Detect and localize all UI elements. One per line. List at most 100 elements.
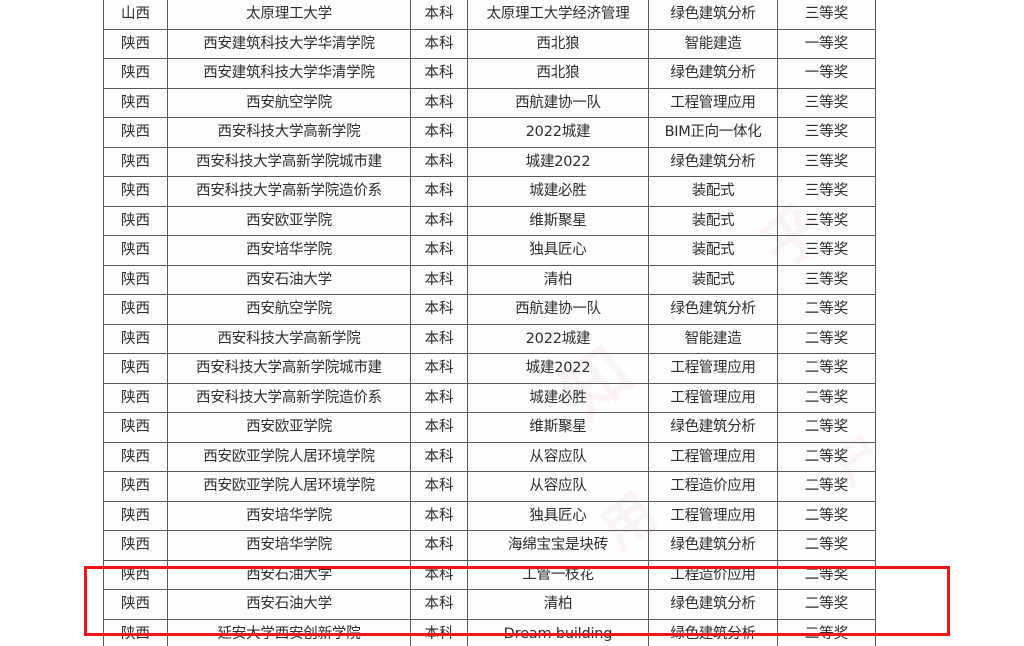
- table-row: 陕西 西安科技大学高新学院城市建 本科 城建2022 绿色建筑分析 三等奖: [103, 146, 876, 177]
- table-cell-team: 从容应队: [467, 441, 649, 472]
- table-cell-award: 二等奖: [777, 323, 876, 354]
- table-cell-award: 一等奖: [777, 58, 876, 89]
- table-row: 山西 太原理工大学 本科 太原理工大学经济管理 绿色建筑分析 三等奖: [103, 0, 876, 30]
- table-cell-track: 绿色建筑分析: [648, 0, 778, 30]
- table-cell-team: 城建必胜: [467, 382, 649, 413]
- table-cell-level: 本科: [410, 58, 468, 89]
- table-cell-school: 西安科技大学高新学院城市建: [167, 146, 411, 177]
- table-cell-team: 清柏: [467, 589, 649, 620]
- table-cell-track: 工程管理应用: [648, 441, 778, 472]
- table-cell-team: 工管一枝花: [467, 559, 649, 590]
- table-cell-track: 装配式: [648, 264, 778, 295]
- table-cell-award: 二等奖: [777, 294, 876, 325]
- table-row: 陕西 西安航空学院 本科 西航建协一队 工程管理应用 三等奖: [103, 87, 876, 118]
- table-cell-school: 西安科技大学高新学院城市建: [167, 353, 411, 384]
- table-cell-team: 西北狼: [467, 28, 649, 59]
- table-cell-award: 三等奖: [777, 0, 876, 30]
- table-row: 陕西 西安石油大学 本科 清柏 绿色建筑分析 二等奖: [103, 589, 876, 620]
- table-cell-track: BIM正向一体化: [648, 117, 778, 148]
- table-cell-region: 陕西: [103, 323, 168, 354]
- table-cell-school: 延安大学西安创新学院: [167, 618, 411, 646]
- table-cell-team: 清柏: [467, 264, 649, 295]
- table-cell-region: 山西: [103, 0, 168, 30]
- table-cell-region: 陕西: [103, 559, 168, 590]
- table-cell-track: 绿色建筑分析: [648, 146, 778, 177]
- table-cell-level: 本科: [410, 264, 468, 295]
- table-cell-region: 陕西: [103, 264, 168, 295]
- table-cell-region: 陕西: [103, 618, 168, 646]
- table-row: 陕西 西安科技大学高新学院造价系 本科 城建必胜 装配式 三等奖: [103, 176, 876, 207]
- award-table-container: 山西 太原理工大学 本科 太原理工大学经济管理 绿色建筑分析 三等奖 陕西 西安建筑科技大学华…: [103, 0, 876, 646]
- table-cell-team: 2022城建: [467, 323, 649, 354]
- table-cell-award: 三等奖: [777, 87, 876, 118]
- table-cell-region: 陕西: [103, 589, 168, 620]
- table-cell-level: 本科: [410, 28, 468, 59]
- table-row: 陕西 西安科技大学高新学院城市建 本科 城建2022 工程管理应用 二等奖: [103, 353, 876, 384]
- table-cell-school: 西安欧亚学院人居环境学院: [167, 441, 411, 472]
- table-row: 陕西 延安大学西安创新学院 本科 Dream building 绿色建筑分析 二等奖: [103, 618, 876, 646]
- table-cell-school: 西安科技大学高新学院造价系: [167, 382, 411, 413]
- table-cell-school: 西安培华学院: [167, 530, 411, 561]
- table-cell-award: 二等奖: [777, 618, 876, 646]
- table-cell-award: 三等奖: [777, 146, 876, 177]
- table-cell-region: 陕西: [103, 500, 168, 531]
- table-cell-team: 城建必胜: [467, 176, 649, 207]
- table-cell-team: 海绵宝宝是块砖: [467, 530, 649, 561]
- table-row: 陕西 西安科技大学高新学院 本科 2022城建 智能建造 二等奖: [103, 323, 876, 354]
- table-cell-track: 智能建造: [648, 323, 778, 354]
- table-cell-award: 三等奖: [777, 176, 876, 207]
- table-cell-award: 一等奖: [777, 28, 876, 59]
- table-cell-school: 西安石油大学: [167, 264, 411, 295]
- table-cell-track: 工程管理应用: [648, 382, 778, 413]
- table-cell-track: 绿色建筑分析: [648, 412, 778, 443]
- table-row: 陕西 西安科技大学高新学院 本科 2022城建 BIM正向一体化 三等奖: [103, 117, 876, 148]
- table-cell-region: 陕西: [103, 58, 168, 89]
- table-row: 陕西 西安欧亚学院 本科 维斯聚星 装配式 三等奖: [103, 205, 876, 236]
- table-row: 陕西 西安石油大学 本科 工管一枝花 工程造价应用 二等奖: [103, 559, 876, 590]
- table-cell-award: 二等奖: [777, 559, 876, 590]
- table-cell-school: 西安航空学院: [167, 87, 411, 118]
- table-cell-award: 二等奖: [777, 500, 876, 531]
- table-cell-level: 本科: [410, 294, 468, 325]
- table-cell-region: 陕西: [103, 235, 168, 266]
- table-cell-school: 西安欧亚学院人居环境学院: [167, 471, 411, 502]
- table-row: 陕西 西安科技大学高新学院造价系 本科 城建必胜 工程管理应用 二等奖: [103, 382, 876, 413]
- table-cell-award: 三等奖: [777, 205, 876, 236]
- table-cell-region: 陕西: [103, 530, 168, 561]
- table-row: 陕西 西安建筑科技大学华清学院 本科 西北狼 绿色建筑分析 一等奖: [103, 58, 876, 89]
- table-cell-region: 陕西: [103, 28, 168, 59]
- table-cell-award: 三等奖: [777, 117, 876, 148]
- table-cell-team: 西航建协一队: [467, 87, 649, 118]
- table-cell-level: 本科: [410, 618, 468, 646]
- table-cell-team: Dream building: [467, 618, 649, 646]
- table-cell-award: 二等奖: [777, 441, 876, 472]
- table-cell-region: 陕西: [103, 294, 168, 325]
- table-row: 陕西 西安培华学院 本科 海绵宝宝是块砖 绿色建筑分析 二等奖: [103, 530, 876, 561]
- table-cell-track: 绿色建筑分析: [648, 589, 778, 620]
- table-cell-level: 本科: [410, 176, 468, 207]
- table-cell-team: 独具匠心: [467, 235, 649, 266]
- table-cell-level: 本科: [410, 353, 468, 384]
- table-cell-level: 本科: [410, 235, 468, 266]
- award-table-body: 山西 太原理工大学 本科 太原理工大学经济管理 绿色建筑分析 三等奖 陕西 西安建筑科技大学华…: [103, 0, 876, 646]
- table-row: 陕西 西安培华学院 本科 独具匠心 工程管理应用 二等奖: [103, 500, 876, 531]
- table-cell-school: 西安欧亚学院: [167, 205, 411, 236]
- table-cell-level: 本科: [410, 559, 468, 590]
- table-cell-track: 工程管理应用: [648, 87, 778, 118]
- table-cell-track: 绿色建筑分析: [648, 294, 778, 325]
- table-cell-track: 工程造价应用: [648, 559, 778, 590]
- table-cell-team: 维斯聚星: [467, 205, 649, 236]
- table-cell-school: 太原理工大学: [167, 0, 411, 30]
- table-cell-region: 陕西: [103, 146, 168, 177]
- table-cell-level: 本科: [410, 117, 468, 148]
- table-cell-school: 西安欧亚学院: [167, 412, 411, 443]
- table-cell-level: 本科: [410, 323, 468, 354]
- table-cell-track: 绿色建筑分析: [648, 530, 778, 561]
- table-cell-team: 独具匠心: [467, 500, 649, 531]
- table-cell-level: 本科: [410, 530, 468, 561]
- table-cell-level: 本科: [410, 412, 468, 443]
- table-row: 陕西 西安石油大学 本科 清柏 装配式 三等奖: [103, 264, 876, 295]
- table-cell-school: 西安建筑科技大学华清学院: [167, 28, 411, 59]
- table-row: 陕西 西安欧亚学院人居环境学院 本科 从容应队 工程管理应用 二等奖: [103, 441, 876, 472]
- table-cell-school: 西安建筑科技大学华清学院: [167, 58, 411, 89]
